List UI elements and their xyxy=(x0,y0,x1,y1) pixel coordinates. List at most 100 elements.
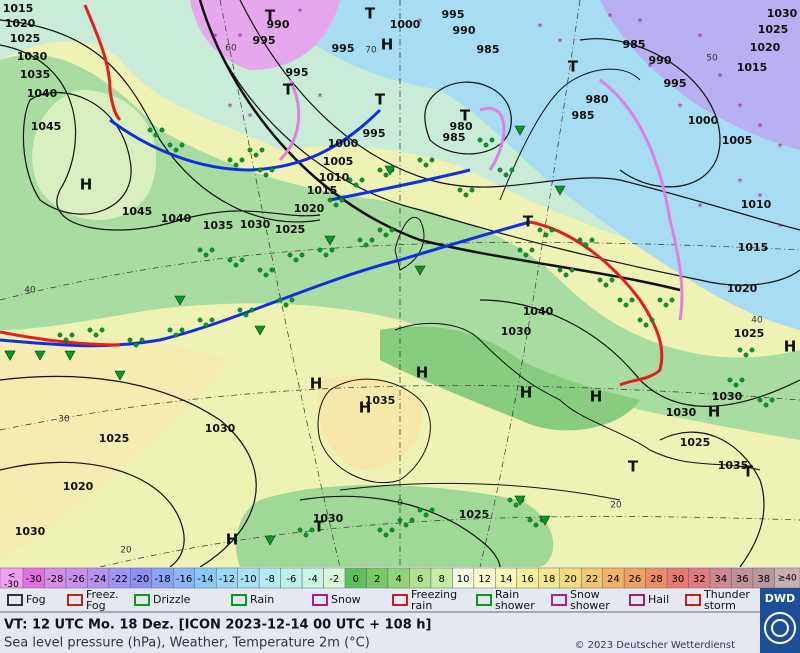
weather-label: Freez. Fog xyxy=(86,588,119,612)
rain-symbol xyxy=(63,337,69,343)
legend: < -30 -30 -28 -26 -24 -22 -20 -18 -16 -14 -12 -10 -8-… xyxy=(0,567,800,612)
rain-symbol xyxy=(179,142,185,148)
rain-symbol xyxy=(263,172,269,178)
occluded-front xyxy=(278,78,684,321)
isobar xyxy=(424,81,512,155)
temp-label: -12 xyxy=(219,574,235,585)
map-labels: 1015 1020 1025 1030 1035 1040 1045 1045 1040 1035… xyxy=(3,2,798,556)
coastline xyxy=(499,68,641,201)
rain-symbol xyxy=(99,327,105,333)
temp-label: -16 xyxy=(176,574,192,585)
snow-symbol: * xyxy=(738,177,743,188)
snow-symbol: * xyxy=(758,122,763,133)
rain-symbol xyxy=(769,397,775,403)
rain-symbol xyxy=(527,517,533,523)
snow-symbol: * xyxy=(238,32,243,43)
pressure-label: 1015 xyxy=(3,2,34,15)
weather-icon xyxy=(629,594,645,606)
cold-field xyxy=(260,0,800,330)
temp-label: -22 xyxy=(111,574,127,585)
pressure-label: 1040 xyxy=(27,87,58,100)
weather-label-line: Fog xyxy=(86,599,106,612)
rain-symbol xyxy=(513,502,519,508)
rain-symbol xyxy=(139,337,145,343)
temp-label: -26 xyxy=(69,574,85,585)
graticule-label: 20 xyxy=(610,501,622,511)
pressure-label: 1020 xyxy=(727,282,758,295)
rain-symbol xyxy=(669,297,675,303)
rain-symbol xyxy=(397,517,403,523)
snow-symbol: * xyxy=(538,22,543,33)
shower-symbol xyxy=(554,185,566,196)
warm-field-iberia xyxy=(317,376,422,470)
rain-symbol xyxy=(529,247,535,253)
isobar xyxy=(239,0,800,231)
pressure-label: 1020 xyxy=(63,480,94,493)
low-label: T xyxy=(265,7,276,25)
rain-symbol xyxy=(87,327,93,333)
temp-label: 8 xyxy=(438,574,444,585)
rain-symbol xyxy=(93,332,99,338)
high-label: H xyxy=(784,338,797,356)
rain-symbol xyxy=(629,297,635,303)
pressure-label: 1040 xyxy=(523,305,554,318)
rain-symbol xyxy=(763,402,769,408)
temp-label: -24 xyxy=(90,574,106,585)
rain-symbol xyxy=(203,252,209,258)
rain-symbol xyxy=(509,167,515,173)
snow-symbol: * xyxy=(758,192,763,203)
temp-label: 12 xyxy=(478,574,491,585)
rain-symbol xyxy=(239,157,245,163)
pressure-label: 995 xyxy=(442,8,465,21)
weather-icon xyxy=(551,594,567,606)
rain-symbol xyxy=(263,272,269,278)
fronts xyxy=(0,4,684,387)
logo-mark xyxy=(764,612,796,644)
weather-icon xyxy=(312,594,328,606)
weather-label-line: Snow xyxy=(570,588,600,601)
temp-label: -2 xyxy=(329,574,339,585)
snow-symbol: * xyxy=(698,32,703,43)
rain-symbol xyxy=(483,142,489,148)
rain-symbol xyxy=(463,192,469,198)
pressure-label: 1030 xyxy=(205,422,236,435)
pressure-label: 985 xyxy=(623,38,646,51)
rain-symbol xyxy=(257,267,263,273)
rain-symbol xyxy=(303,532,309,538)
rain-symbol xyxy=(227,157,233,163)
rain-symbol xyxy=(383,532,389,538)
weather-icon xyxy=(392,594,408,606)
rain-symbol xyxy=(417,157,423,163)
high-label: H xyxy=(226,531,239,549)
rain-symbol xyxy=(649,317,655,323)
rain-symbol xyxy=(287,252,293,258)
rain-symbol xyxy=(589,237,595,243)
rain-symbol xyxy=(377,527,383,533)
rain-symbol xyxy=(423,162,429,168)
weather-label: Freezing rain xyxy=(411,588,457,612)
rain-symbol xyxy=(549,227,555,233)
low-label: T xyxy=(743,463,754,481)
weather-icon xyxy=(685,594,701,606)
weather-label: Rain shower xyxy=(495,588,535,612)
pressure-label: 1035 xyxy=(365,394,396,407)
weather-label: Hail xyxy=(648,593,669,606)
pressure-label: 1005 xyxy=(722,134,753,147)
rain-symbol xyxy=(597,277,603,283)
shower-symbol xyxy=(414,265,426,276)
graticule-label: 20 xyxy=(120,546,132,556)
rain-symbol xyxy=(643,322,649,328)
rain-symbol xyxy=(663,302,669,308)
rain-symbol xyxy=(57,332,63,338)
shower-symbol xyxy=(514,495,526,506)
rain-symbol xyxy=(517,247,523,253)
rain-symbol xyxy=(557,267,563,273)
isobar xyxy=(0,19,321,223)
weather-label-line: Rain xyxy=(495,588,519,601)
coastline xyxy=(317,378,431,484)
copyright: © 2023 Deutscher Wetterdienst xyxy=(574,640,735,651)
pressure-label: 980 xyxy=(586,93,609,106)
graticule xyxy=(0,0,800,568)
rain-symbol xyxy=(309,527,315,533)
pressure-label: 1030 xyxy=(17,50,48,63)
